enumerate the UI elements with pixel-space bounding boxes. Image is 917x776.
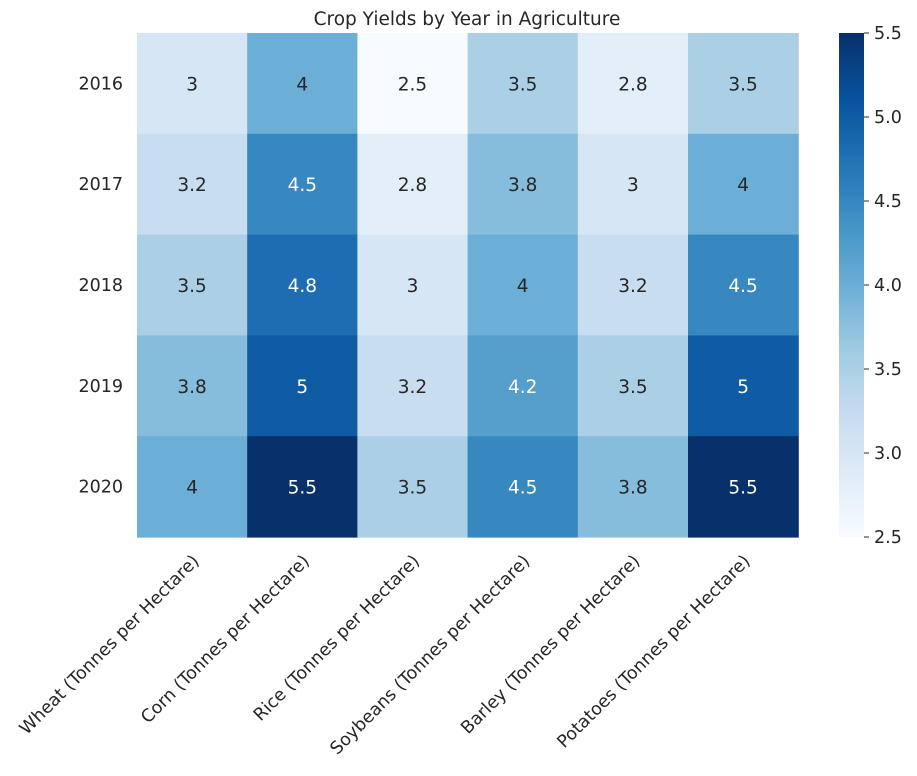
heatmap-cell xyxy=(467,436,579,538)
cell-value-label: 3.2 xyxy=(177,175,206,196)
cell-value-label: 3.5 xyxy=(177,276,206,297)
colorbar-tick-label: 4.5 xyxy=(874,192,902,212)
heatmap-cell xyxy=(688,133,799,236)
cell-value-label: 3.8 xyxy=(177,377,206,398)
heatmap-cell xyxy=(577,133,689,236)
colorbar-tick-label: 5.0 xyxy=(874,108,902,128)
cell-value-label: 3.2 xyxy=(618,276,647,297)
cell-value-label: 3.8 xyxy=(618,478,647,499)
x-axis-tick-labels: Wheat (Tonnes per Hectare)Corn (Tonnes p… xyxy=(16,551,755,759)
x-tick-label: Soybeans (Tonnes per Hectare) xyxy=(327,551,535,759)
cell-value-label: 4.5 xyxy=(508,478,537,499)
y-tick-label: 2020 xyxy=(78,478,123,498)
chart-title: Crop Yields by Year in Agriculture xyxy=(314,9,621,30)
heatmap-cell xyxy=(467,133,579,236)
heatmap-cell xyxy=(577,335,689,437)
colorbar-tick-label: 3.0 xyxy=(874,444,902,464)
colorbar-tick-labels: 2.5 3.0 3.5 4.0 4.5 5.0 5.5 xyxy=(864,24,902,548)
heatmap-cell xyxy=(577,33,689,135)
heatmap-cell xyxy=(688,335,799,437)
colorbar-tick-label: 2.5 xyxy=(874,528,902,548)
cell-value-label: 5 xyxy=(296,377,308,398)
heatmap-cell xyxy=(688,33,799,135)
cell-value-label: 4.5 xyxy=(288,175,317,196)
heatmap-cell xyxy=(357,335,469,437)
cell-value-label: 3.5 xyxy=(728,74,757,95)
cell-value-label: 4 xyxy=(737,175,749,196)
x-tick-label: Potatoes (Tonnes per Hectare) xyxy=(554,551,755,752)
cell-value-label: 3.2 xyxy=(398,377,427,398)
heatmap-cell xyxy=(467,335,579,437)
colorbar-tick-label: 5.5 xyxy=(874,24,902,44)
y-axis-tick-labels: 2016 2017 2018 2019 2020 xyxy=(78,74,123,497)
heatmap-cell xyxy=(467,33,579,135)
heatmap-cell xyxy=(247,335,358,437)
heatmap-cell xyxy=(137,33,248,135)
cell-value-label: 5 xyxy=(737,377,749,398)
cell-value-label: 3 xyxy=(627,175,639,196)
heatmap-cell xyxy=(137,335,248,437)
cell-value-label: 3 xyxy=(186,74,198,95)
cell-value-label: 2.8 xyxy=(398,175,427,196)
heatmap-cell xyxy=(357,436,469,538)
cell-value-label: 4.5 xyxy=(728,276,757,297)
heatmap-cell xyxy=(137,436,248,538)
heatmap-cell xyxy=(357,234,469,336)
cell-value-label: 3.8 xyxy=(508,175,537,196)
heatmap-cell xyxy=(357,133,469,236)
cell-value-label: 4 xyxy=(517,276,529,297)
y-tick-label: 2016 xyxy=(78,74,123,94)
colorbar xyxy=(839,33,864,537)
cell-value-label: 4.8 xyxy=(288,276,317,297)
heatmap-cell xyxy=(247,133,358,236)
cell-value-label: 4.2 xyxy=(508,377,537,398)
colorbar-tick-label: 4.0 xyxy=(874,276,902,296)
cell-value-label: 4 xyxy=(296,74,308,95)
heatmap-cell xyxy=(247,436,358,538)
y-tick-label: 2019 xyxy=(78,377,123,397)
heatmap-cell xyxy=(688,234,799,336)
heatmap-cell xyxy=(247,33,358,135)
cell-value-label: 2.8 xyxy=(618,74,647,95)
heatmap-cell xyxy=(357,33,469,135)
cell-value-label: 3.5 xyxy=(508,74,537,95)
heatmap-cell xyxy=(137,234,248,336)
cell-value-label: 4 xyxy=(186,478,198,499)
heatmap-cell xyxy=(577,234,689,336)
x-tick-label: Wheat (Tonnes per Hectare) xyxy=(16,551,204,739)
heatmap-cell xyxy=(247,234,358,336)
cell-value-label: 5.5 xyxy=(288,478,317,499)
y-tick-label: 2017 xyxy=(78,175,123,195)
heatmap-cell xyxy=(688,436,799,538)
cell-value-label: 3.5 xyxy=(618,377,647,398)
cell-value-label: 3 xyxy=(407,276,419,297)
x-tick-label: Barley (Tonnes per Hectare) xyxy=(457,551,644,738)
y-tick-label: 2018 xyxy=(78,276,123,296)
cell-value-label: 3.5 xyxy=(398,478,427,499)
heatmap-cell xyxy=(467,234,579,336)
heatmap-cells: 3 4 2.5 3.5 2.8 3.5 3.2 4.5 2.8 3.8 3 4 3.5 4.8 3 4 3.2 4… xyxy=(137,33,799,538)
cell-value-label: 2.5 xyxy=(398,74,427,95)
cell-value-label: 5.5 xyxy=(728,478,757,499)
colorbar-tick-label: 3.5 xyxy=(874,360,902,380)
heatmap-cell xyxy=(577,436,689,538)
heatmap-cell xyxy=(137,133,248,236)
